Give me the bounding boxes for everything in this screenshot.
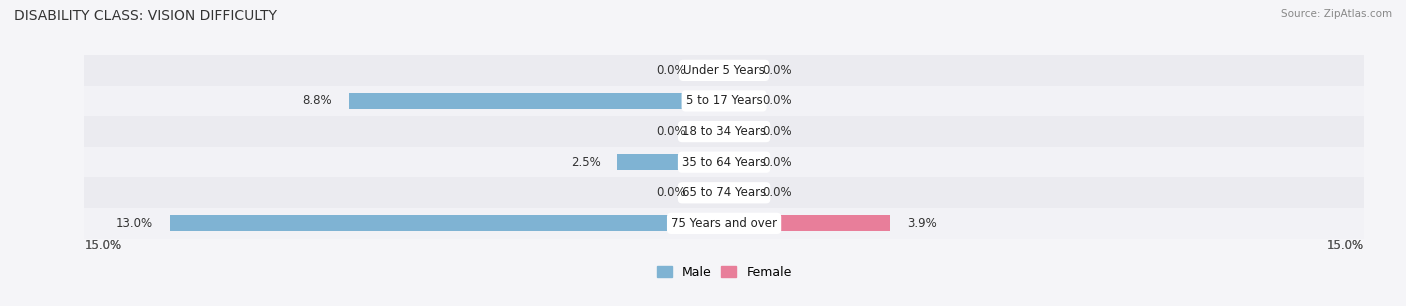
Text: 0.0%: 0.0%: [762, 156, 792, 169]
Bar: [349, 93, 724, 109]
Text: 0.0%: 0.0%: [657, 125, 686, 138]
Text: 65 to 74 Years: 65 to 74 Years: [682, 186, 766, 199]
Text: 15.0%: 15.0%: [84, 239, 121, 252]
Bar: [724, 154, 745, 170]
Text: 18 to 34 Years: 18 to 34 Years: [682, 125, 766, 138]
Legend: Male, Female: Male, Female: [651, 261, 797, 284]
Bar: [170, 215, 724, 231]
Text: 15.0%: 15.0%: [1327, 239, 1364, 252]
Bar: [724, 93, 745, 109]
Bar: [84, 208, 1364, 239]
Bar: [84, 86, 1364, 116]
Bar: [703, 62, 724, 78]
Text: 15.0%: 15.0%: [1327, 239, 1364, 252]
Bar: [724, 185, 745, 201]
Text: 0.0%: 0.0%: [657, 186, 686, 199]
Text: Source: ZipAtlas.com: Source: ZipAtlas.com: [1281, 9, 1392, 19]
Text: 15.0%: 15.0%: [84, 239, 121, 252]
Bar: [724, 124, 745, 140]
Text: 0.0%: 0.0%: [657, 64, 686, 77]
Bar: [617, 154, 724, 170]
Bar: [84, 55, 1364, 86]
Text: 0.0%: 0.0%: [762, 64, 792, 77]
Text: 3.9%: 3.9%: [907, 217, 938, 230]
Text: 2.5%: 2.5%: [571, 156, 600, 169]
Text: Under 5 Years: Under 5 Years: [683, 64, 765, 77]
Text: 75 Years and over: 75 Years and over: [671, 217, 778, 230]
Bar: [84, 177, 1364, 208]
Bar: [703, 185, 724, 201]
Text: 0.0%: 0.0%: [762, 125, 792, 138]
Text: DISABILITY CLASS: VISION DIFFICULTY: DISABILITY CLASS: VISION DIFFICULTY: [14, 9, 277, 23]
Text: 13.0%: 13.0%: [115, 217, 153, 230]
Bar: [724, 215, 890, 231]
Text: 0.0%: 0.0%: [762, 95, 792, 107]
Bar: [724, 62, 745, 78]
Text: 35 to 64 Years: 35 to 64 Years: [682, 156, 766, 169]
Bar: [84, 147, 1364, 177]
Text: 5 to 17 Years: 5 to 17 Years: [686, 95, 762, 107]
Text: 8.8%: 8.8%: [302, 95, 332, 107]
Text: 0.0%: 0.0%: [762, 186, 792, 199]
Bar: [84, 116, 1364, 147]
Bar: [703, 124, 724, 140]
